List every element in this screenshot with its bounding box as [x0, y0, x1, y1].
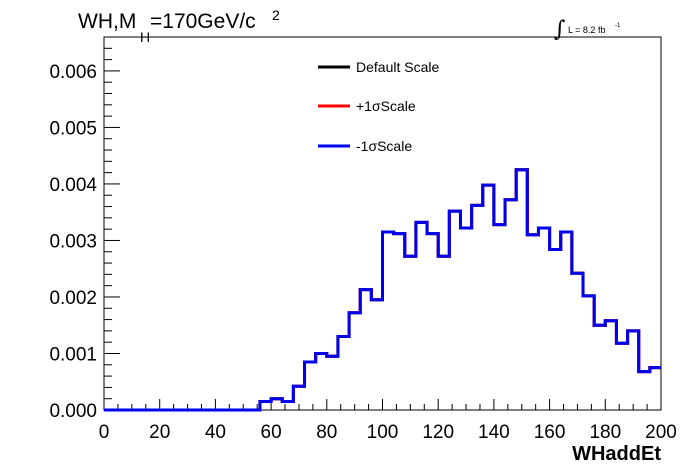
- y-tick-label: 0.005: [49, 118, 97, 139]
- x-tick-label: 100: [367, 422, 399, 443]
- y-tick-label: 0.006: [49, 62, 97, 83]
- series-group: [104, 168, 661, 412]
- y-tick-label: 0.003: [49, 231, 97, 252]
- x-tick-label: 120: [422, 422, 454, 443]
- y-tick-label: 0.000: [49, 401, 97, 422]
- x-tick-label: 160: [534, 422, 566, 443]
- x-tick-label: 180: [589, 422, 621, 443]
- x-tick-label: 20: [149, 422, 170, 443]
- chart-title: WH,M: [78, 10, 136, 33]
- y-tick-label: 0.002: [49, 288, 97, 309]
- x-tick-label: 200: [645, 422, 677, 443]
- x-tick-label: 140: [478, 422, 510, 443]
- legend-label-minus1sigma: -1σScale: [356, 138, 412, 154]
- x-tick-label: 60: [261, 422, 282, 443]
- y-tick-label: 0.001: [49, 344, 97, 365]
- legend-label-plus1sigma: +1σScale: [356, 98, 416, 114]
- lumi-superscript: -1: [615, 23, 621, 29]
- lumi-text: L = 8.2 fb: [568, 25, 605, 35]
- chart-title-superscript: 2: [272, 7, 280, 23]
- x-tick-label: 80: [316, 422, 337, 443]
- chart-title-rest: =170GeV/c: [150, 10, 256, 33]
- legend: Default Scale +1σScale -1σScale: [318, 59, 439, 154]
- axes: 0 20 40 60 80 100 120 140 160 180 200 0.000 0.001 0.0…: [49, 36, 677, 443]
- lumi-integral-symbol: ∫: [554, 17, 566, 42]
- plot-frame: [103, 36, 662, 411]
- series-line-2: [104, 168, 661, 412]
- x-tick-label: 0: [99, 422, 110, 443]
- y-tick-label: 0.004: [49, 175, 97, 196]
- x-axis-label: WHaddEt: [572, 443, 661, 465]
- legend-label-default: Default Scale: [356, 59, 439, 75]
- x-tick-label: 40: [205, 422, 226, 443]
